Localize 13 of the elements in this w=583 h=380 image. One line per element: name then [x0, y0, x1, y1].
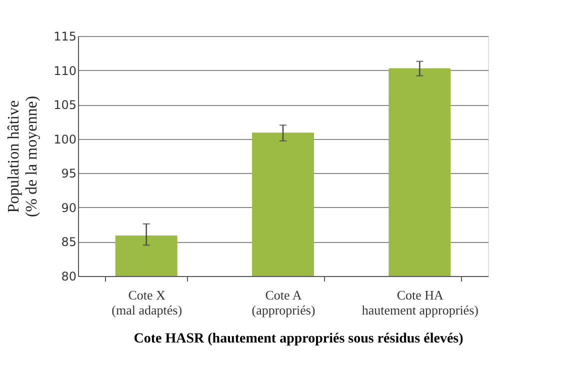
y-tick-label: 85 [61, 235, 76, 250]
y-tick-label: 100 [54, 132, 76, 146]
y-tick-label: 110 [54, 64, 76, 78]
y-tick-label: 80 [61, 270, 76, 284]
y-tick-label: 95 [61, 166, 76, 181]
x-tick-label: Cote X (mal adaptés) [112, 288, 182, 318]
y-tick-label: 90 [61, 200, 76, 215]
x-tick-label: Cote HA hautement appropriés) [362, 288, 478, 318]
y-tick-label: 105 [54, 98, 76, 112]
x-axis-title: Cote HASR (hautement appropriés sous résidus élevés) [134, 332, 464, 346]
y-axis-title: Population hâtive (% de la moyenne) [6, 96, 41, 218]
x-tick-label: Cote A (appropriés) [252, 288, 316, 318]
y-tick-label: 115 [54, 30, 76, 44]
